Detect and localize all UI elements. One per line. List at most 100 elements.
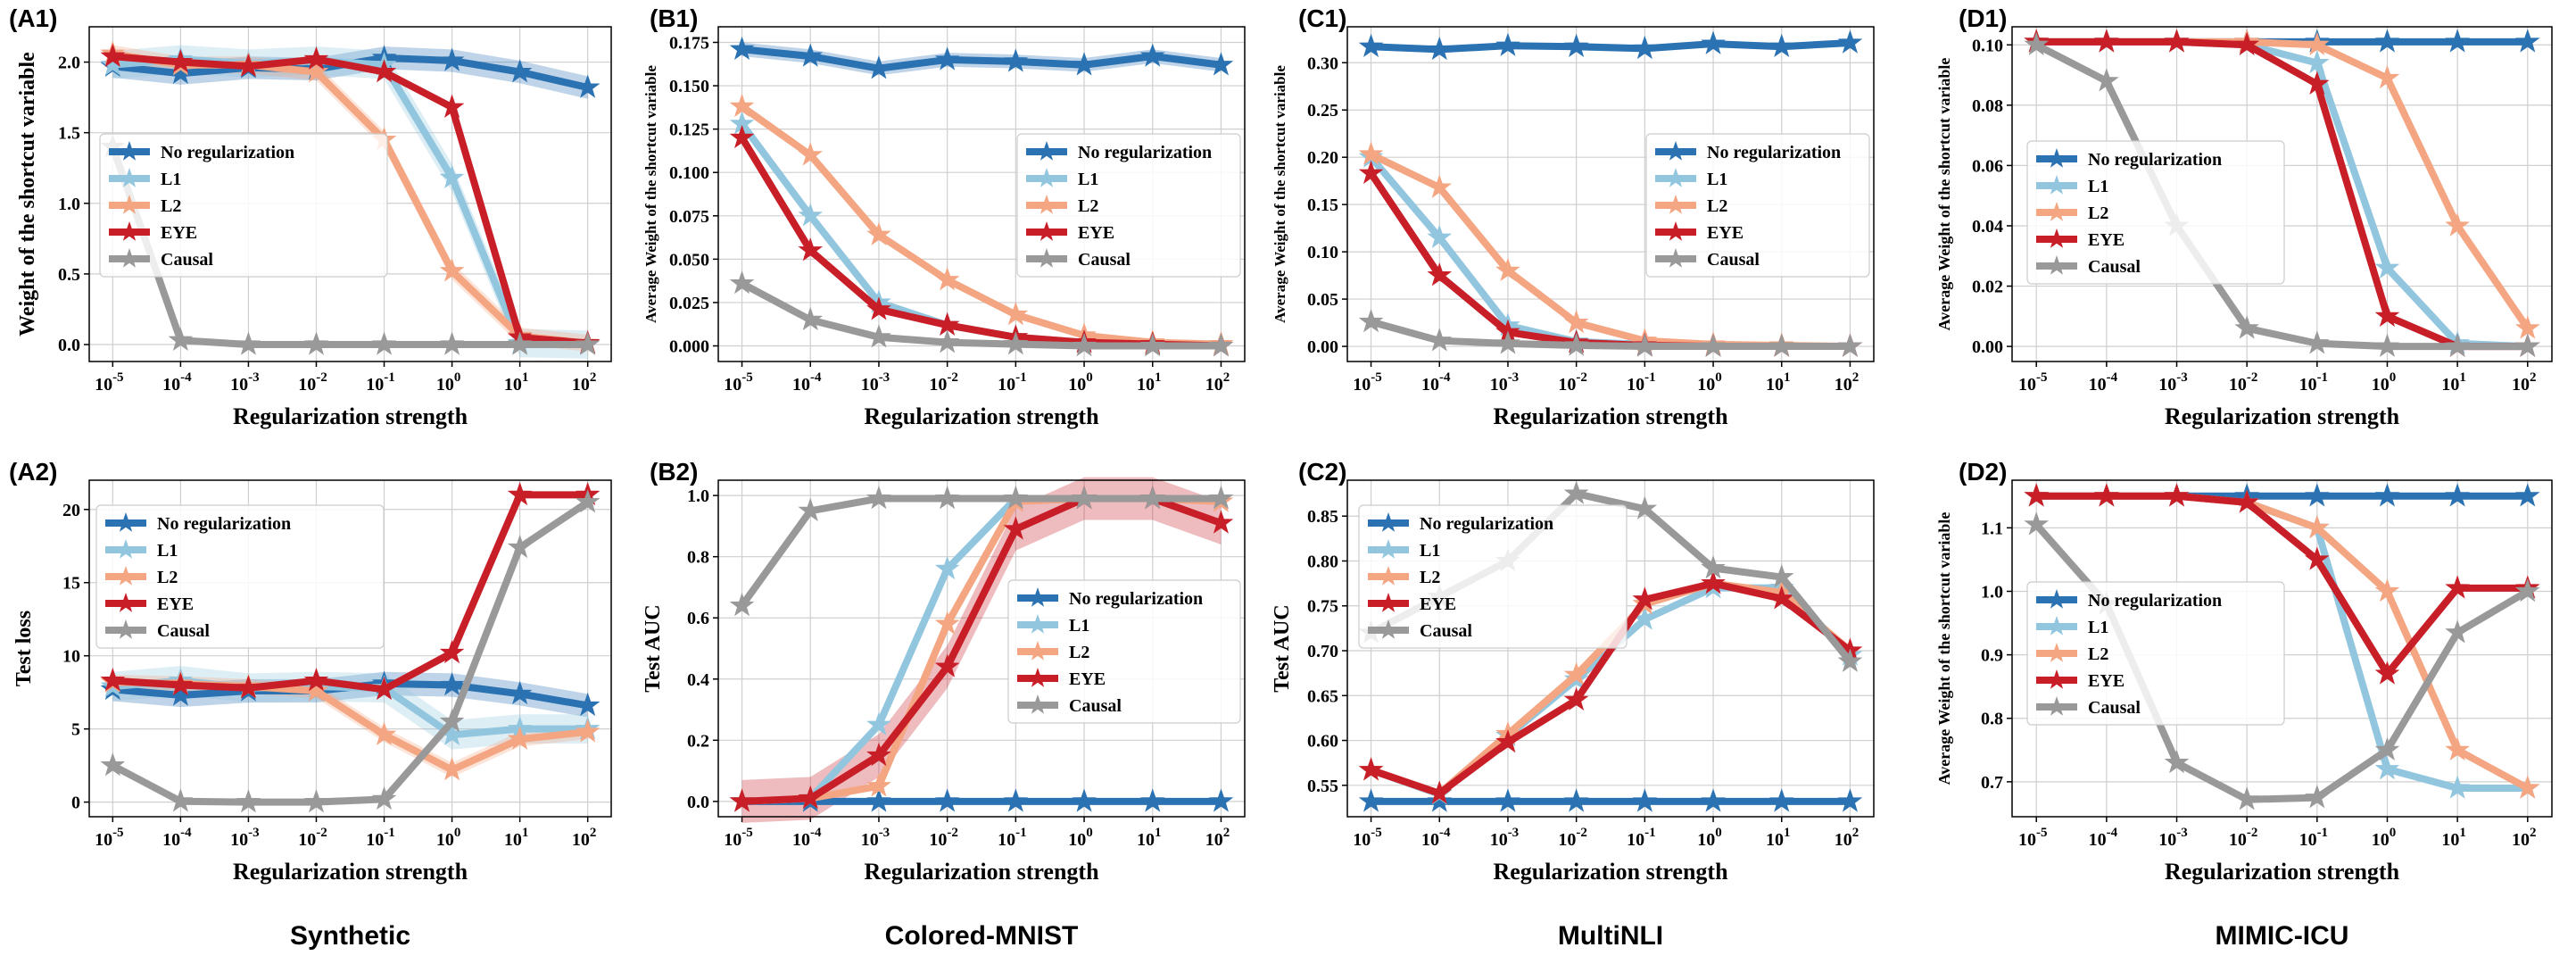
data-point (2164, 483, 2190, 507)
data-point (1072, 52, 1097, 76)
x-tick-label: 10-3 (2158, 826, 2188, 850)
data-point (2514, 483, 2540, 507)
x-tick-exponent: 2 (2530, 826, 2537, 840)
data-point (1563, 788, 1589, 812)
x-tick-exponent: -2 (2247, 370, 2258, 385)
legend: No regularization L1 L2 EYE Causal (2026, 581, 2285, 726)
x-tick-exponent: 2 (590, 370, 597, 385)
data-point (1358, 160, 1384, 184)
data-point (1072, 788, 1097, 812)
data-point (303, 668, 329, 692)
y-tick-label: 0.75 (1307, 597, 1338, 617)
data-point (575, 719, 601, 743)
legend-entry: Causal (1069, 696, 1122, 716)
legend-entry: EYE (1078, 223, 1114, 243)
y-axis-title: Average Weight of the shortcut variable (1271, 65, 1288, 323)
x-tick-exponent: 0 (454, 826, 461, 840)
data-point (934, 555, 960, 580)
y-tick-label: 0.30 (1307, 54, 1338, 73)
x-tick-exponent: -4 (1439, 826, 1451, 840)
y-axis-title: Average Weight of the shortcut variable (1935, 512, 1953, 785)
legend: No regularization L1 L2 EYE Causal (95, 504, 385, 649)
y-tick-label: 20 (62, 501, 80, 520)
legend-swatch-star (119, 195, 140, 214)
x-tick-exponent: 1 (1784, 826, 1791, 840)
x-tick-base: 10 (2158, 375, 2176, 395)
plot-frame (88, 479, 612, 818)
x-tick-base: 10 (861, 375, 879, 395)
x-tick-base: 10 (1137, 830, 1155, 850)
data-point (798, 203, 824, 227)
data-point (575, 331, 601, 355)
x-tick-base: 10 (998, 830, 1015, 850)
series-group (729, 477, 1234, 823)
data-point (168, 671, 194, 696)
data-point (934, 267, 960, 291)
x-tick-label: 102 (2512, 370, 2537, 395)
data-point (100, 752, 126, 777)
legend-swatch-star (115, 593, 137, 612)
y-axis-title: Test AUC (642, 604, 665, 692)
y-tick-label: 0.06 (1972, 156, 2003, 176)
data-point (1208, 510, 1234, 534)
y-tick-label: 1.0 (687, 486, 709, 506)
data-point (2374, 333, 2400, 357)
y-tick-label: 1.5 (58, 124, 80, 144)
data-point (1427, 36, 1453, 61)
data-point (2374, 756, 2400, 780)
x-tick-base: 10 (1766, 375, 1784, 395)
x-tick-exponent: -3 (2176, 826, 2188, 840)
y-tick-label: 0.175 (669, 33, 709, 53)
data-point (1358, 757, 1384, 781)
data-point (2445, 736, 2470, 761)
data-point (866, 773, 891, 797)
legend-swatch-star (2046, 696, 2067, 716)
data-point (1563, 33, 1589, 57)
x-tick-base: 10 (1068, 375, 1086, 395)
x-tick-base: 10 (2441, 375, 2459, 395)
x-axis-title: Regularization strength (233, 403, 468, 429)
x-tick-base: 10 (929, 375, 947, 395)
legend-entry: L2 (2088, 644, 2108, 664)
series-group (1358, 29, 1863, 357)
x-tick-label: 10-2 (929, 370, 958, 395)
legend-box (2026, 581, 2285, 726)
data-point (1427, 174, 1453, 198)
series-line (1367, 579, 1854, 797)
legend: No regularization L1 L2 EYE Causal (1016, 133, 1241, 278)
x-tick-exponent: 2 (1852, 826, 1860, 840)
data-point (934, 486, 960, 510)
data-point (168, 788, 194, 812)
x-tick-label: 100 (1697, 826, 1722, 850)
data-point (729, 93, 755, 118)
data-point (1427, 224, 1453, 248)
x-tick-label: 10-5 (724, 370, 753, 395)
data-point (371, 721, 397, 745)
x-tick-label: 10-1 (998, 370, 1027, 395)
x-tick-base: 10 (2512, 830, 2530, 850)
series-line (2033, 41, 2531, 351)
x-tick-base: 10 (366, 375, 384, 395)
x-tick-exponent: -4 (1439, 370, 1451, 385)
data-point (303, 789, 329, 813)
x-tick-label: 101 (2441, 370, 2466, 395)
x-tick-label: 10-1 (1627, 826, 1656, 850)
data-point (798, 237, 824, 262)
x-tick-base: 10 (2441, 830, 2459, 850)
data-point (2305, 546, 2330, 570)
data-point (2514, 315, 2540, 339)
legend-entry: Causal (1420, 621, 1472, 641)
x-axis-title: Regularization strength (2165, 403, 2400, 429)
data-point (2374, 736, 2400, 761)
legend-entry: L1 (1420, 541, 1440, 561)
dataset-label: MIMIC-ICU (2216, 921, 2349, 951)
plot-frame (88, 26, 612, 362)
legend-swatch-star (115, 539, 137, 559)
legend-swatch-star (1036, 141, 1057, 161)
x-tick-exponent: 1 (1155, 370, 1162, 385)
data-point (2445, 333, 2470, 357)
x-tick-base: 10 (861, 830, 879, 850)
legend-swatch-star (2046, 202, 2067, 221)
legend-entry: No regularization (1078, 143, 1212, 162)
